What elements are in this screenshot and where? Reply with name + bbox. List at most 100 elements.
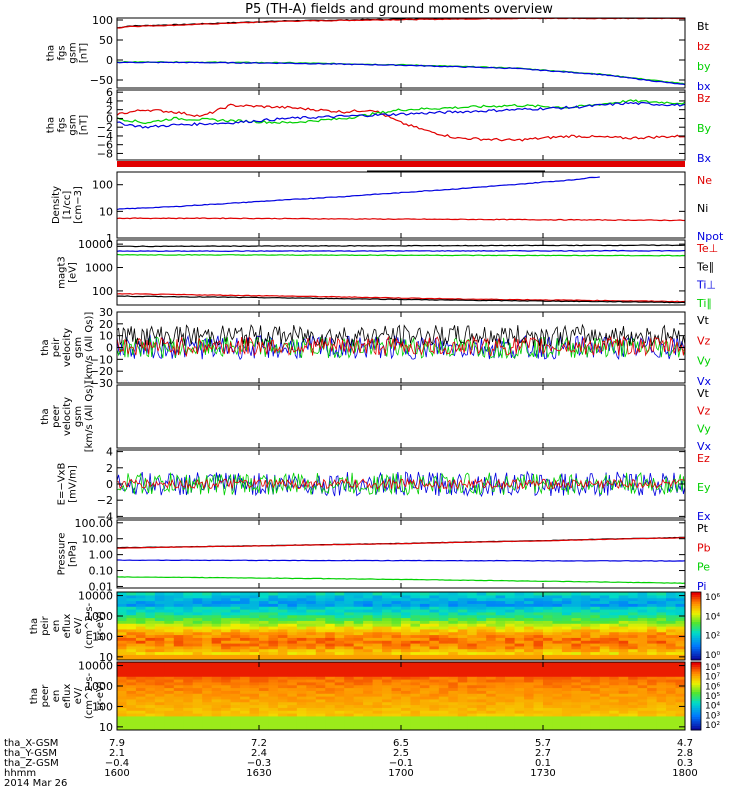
heatmap-cell — [230, 684, 241, 689]
heatmap-cell — [438, 670, 449, 674]
heatmap-cell — [135, 721, 146, 725]
heatmap-cell — [675, 713, 685, 717]
heatmap-cell — [647, 609, 658, 613]
heatmap-cell — [277, 592, 288, 596]
heatmap-cell — [268, 617, 279, 621]
heatmap-cell — [401, 727, 412, 730]
heatmap-cell — [287, 676, 298, 680]
heatmap-cell — [117, 645, 128, 650]
heatmap-cell — [467, 696, 478, 700]
heatmap-cell — [296, 654, 307, 658]
heatmap-cell — [438, 662, 449, 666]
heatmap-cell — [126, 617, 137, 621]
heatmap-cell — [561, 600, 572, 604]
heatmap-cell — [221, 645, 232, 650]
heatmap-cell — [363, 704, 374, 708]
heatmap-cell — [419, 600, 430, 604]
heatmap-cell — [145, 724, 156, 728]
heatmap-cell — [561, 637, 572, 641]
heatmap-cell — [173, 681, 184, 686]
heatmap-cell — [590, 640, 601, 644]
colorbar-label: 10³ — [705, 711, 720, 721]
heatmap-cell — [306, 698, 317, 703]
heatmap-cell — [183, 651, 194, 655]
heatmap-cell — [628, 715, 639, 720]
heatmap-cell — [372, 648, 383, 653]
heatmap-cell — [552, 648, 563, 653]
heatmap-cell — [609, 606, 620, 610]
heatmap-cell — [505, 634, 516, 638]
heatmap-cell — [457, 704, 468, 708]
y-tick-label: −20 — [90, 365, 113, 378]
heatmap-cell — [268, 707, 279, 711]
heatmap-cell — [363, 623, 374, 627]
heatmap-cell — [524, 640, 535, 644]
heatmap-cell — [524, 648, 535, 653]
heatmap-cell — [599, 698, 610, 703]
heatmap-cell — [552, 614, 563, 619]
heatmap-cell — [164, 693, 175, 697]
heatmap-cell — [599, 594, 610, 599]
heatmap-cell — [277, 620, 288, 624]
heatmap-cell — [240, 718, 251, 723]
heatmap-cell — [173, 626, 184, 630]
heatmap-cell — [240, 631, 251, 636]
y-tick-label: 0 — [106, 342, 113, 355]
heatmap-cell — [457, 631, 468, 636]
heatmap-cell — [571, 681, 582, 686]
heatmap-cell — [656, 684, 667, 689]
heatmap-cell — [647, 597, 658, 602]
heatmap-cell — [543, 640, 554, 644]
heatmap-cell — [514, 667, 525, 672]
heatmap-cell — [126, 594, 137, 599]
heatmap-cell — [401, 617, 412, 621]
heatmap-cell — [391, 643, 402, 647]
heatmap-cell — [135, 662, 146, 666]
heatmap-cell — [344, 645, 355, 650]
heatmap-cell — [363, 606, 374, 610]
heatmap-cell — [372, 643, 383, 647]
y-axis-label: eflux — [62, 684, 73, 709]
heatmap-cell — [249, 597, 260, 602]
heatmap-cell — [438, 721, 449, 725]
heatmap-cell — [126, 667, 137, 672]
heatmap-cell — [135, 597, 146, 602]
heatmap-cell — [183, 713, 194, 717]
heatmap-cell — [429, 594, 440, 599]
heatmap-cell — [277, 676, 288, 680]
heatmap-cell — [287, 687, 298, 691]
heatmap-cell — [524, 606, 535, 610]
heatmap-cell — [154, 687, 165, 691]
legend-label: Ey — [697, 481, 711, 494]
heatmap-cell — [296, 710, 307, 714]
heatmap-cell — [410, 704, 421, 708]
heatmap-cell — [126, 614, 137, 619]
heatmap-cell — [401, 713, 412, 717]
heatmap-cell — [249, 670, 260, 674]
heatmap-cell — [382, 617, 393, 621]
heatmap-cell — [287, 684, 298, 689]
heatmap-cell — [467, 628, 478, 633]
y-axis-label: tha — [46, 45, 57, 61]
heatmap-cell — [533, 696, 544, 700]
heatmap-cell — [609, 724, 620, 728]
heatmap-cell — [382, 724, 393, 728]
heatmap-cell — [656, 676, 667, 680]
heatmap-cell — [618, 676, 629, 680]
heatmap-cell — [154, 628, 165, 633]
heatmap-cell — [296, 684, 307, 689]
heatmap-cell — [571, 626, 582, 630]
heatmap-cell — [363, 679, 374, 683]
heatmap-cell — [135, 673, 146, 677]
heatmap-cell — [401, 696, 412, 700]
heatmap-cell — [173, 679, 184, 683]
heatmap-cell — [656, 673, 667, 677]
heatmap-cell — [230, 715, 241, 720]
heatmap-cell — [391, 645, 402, 650]
heatmap-cell — [533, 645, 544, 650]
heatmap-cell — [675, 727, 685, 730]
heatmap-cell — [448, 701, 459, 706]
heatmap-cell — [192, 617, 203, 621]
heatmap-cell — [401, 684, 412, 689]
